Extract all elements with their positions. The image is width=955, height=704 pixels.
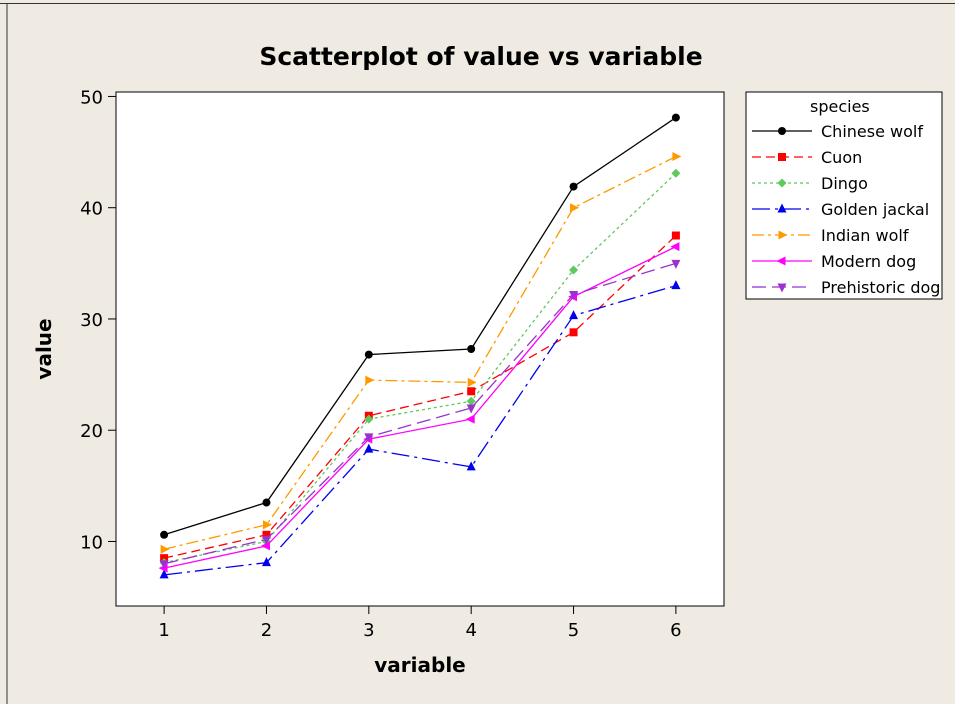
legend-label: Indian wolf	[821, 226, 909, 245]
y-tick-label: 40	[80, 199, 103, 220]
data-point	[672, 152, 682, 162]
data-point	[160, 544, 170, 554]
data-point	[467, 377, 477, 387]
x-axis-label: variable	[374, 653, 465, 677]
legend-label: Cuon	[821, 148, 862, 167]
legend-item-chinese-wolf: Chinese wolf	[752, 122, 923, 141]
legend-label: Modern dog	[821, 252, 916, 271]
y-tick-label: 20	[80, 421, 103, 442]
data-point	[671, 259, 681, 269]
legend-marker	[777, 203, 787, 213]
data-point	[262, 520, 272, 530]
data-point	[671, 280, 681, 290]
x-tick-label: 3	[363, 620, 374, 641]
legend-marker	[777, 178, 787, 188]
series-chinese-wolf	[160, 113, 680, 539]
data-point	[466, 396, 476, 406]
data-point	[569, 290, 579, 300]
y-axis: 10 20 30 40 50	[80, 87, 116, 553]
y-tick-label: 30	[80, 310, 103, 331]
data-point	[160, 530, 169, 539]
legend-item-prehistoric-dog: Prehistoric dog	[752, 278, 940, 297]
legend-item-dingo: Dingo	[752, 174, 868, 193]
series-line-golden-jackal	[164, 284, 677, 576]
series-line-modern-dog	[163, 246, 677, 569]
data-point	[262, 498, 271, 507]
x-tick-label: 4	[465, 620, 476, 641]
legend-item-modern-dog: Modern dog	[752, 252, 916, 271]
legend-items: Chinese wolf Cuon Dingo Golden jackal Indian…	[752, 122, 940, 297]
plot-area	[115, 91, 725, 607]
legend: species Chinese wolf Cuon Dingo Golden jack…	[745, 91, 943, 300]
data-point	[260, 541, 270, 551]
series-layer	[158, 113, 682, 579]
data-point	[570, 203, 580, 213]
data-point	[671, 113, 680, 122]
series-line-prehistoric-dog	[163, 262, 677, 565]
legend-marker	[777, 283, 787, 293]
data-point	[159, 560, 169, 570]
data-point	[364, 443, 374, 453]
data-point	[569, 182, 578, 191]
data-point	[467, 387, 476, 396]
data-point	[569, 265, 579, 275]
legend-label: Golden jackal	[821, 200, 929, 219]
legend-item-cuon: Cuon	[752, 148, 862, 167]
data-point	[465, 414, 475, 424]
legend-marker	[778, 153, 786, 161]
data-point	[365, 375, 375, 385]
data-point	[364, 350, 373, 359]
series-indian-wolf	[160, 152, 682, 554]
data-point	[671, 168, 681, 178]
legend-item-golden-jackal: Golden jackal	[752, 200, 929, 219]
data-point	[467, 345, 476, 353]
legend-box	[745, 91, 943, 300]
data-point	[364, 414, 374, 424]
data-point	[569, 328, 578, 337]
data-point	[261, 535, 271, 545]
x-tick-label: 5	[568, 620, 579, 641]
series-golden-jackal	[159, 280, 681, 579]
legend-marker	[778, 127, 786, 135]
data-point	[569, 310, 579, 320]
series-line-chinese-wolf	[163, 117, 677, 536]
data-point	[670, 242, 680, 252]
y-axis-label: value	[32, 318, 56, 379]
data-point	[262, 530, 271, 539]
chart-title: Scatterplot of value vs variable	[259, 42, 702, 71]
series-line-indian-wolf	[163, 155, 677, 550]
legend-label: Prehistoric dog	[821, 278, 940, 297]
legend-label: Chinese wolf	[821, 122, 923, 141]
x-axis: 1 2 3 4 5 6	[158, 606, 682, 641]
x-tick-label: 6	[670, 620, 681, 641]
y-tick-label: 10	[80, 532, 103, 553]
data-point	[159, 569, 169, 579]
data-point	[466, 404, 476, 414]
x-tick-label: 1	[158, 620, 169, 641]
series-prehistoric-dog	[159, 259, 681, 570]
data-point	[466, 461, 476, 471]
data-point	[261, 557, 271, 567]
legend-marker	[776, 256, 786, 266]
legend-marker	[778, 230, 788, 240]
legend-item-indian-wolf: Indian wolf	[752, 226, 909, 245]
legend-label: Dingo	[821, 174, 868, 193]
y-tick-label: 50	[80, 87, 103, 108]
data-point	[671, 231, 680, 240]
data-point	[364, 433, 374, 443]
series-line-cuon	[163, 235, 677, 559]
x-tick-label: 2	[261, 620, 272, 641]
legend-title: species	[810, 97, 870, 116]
